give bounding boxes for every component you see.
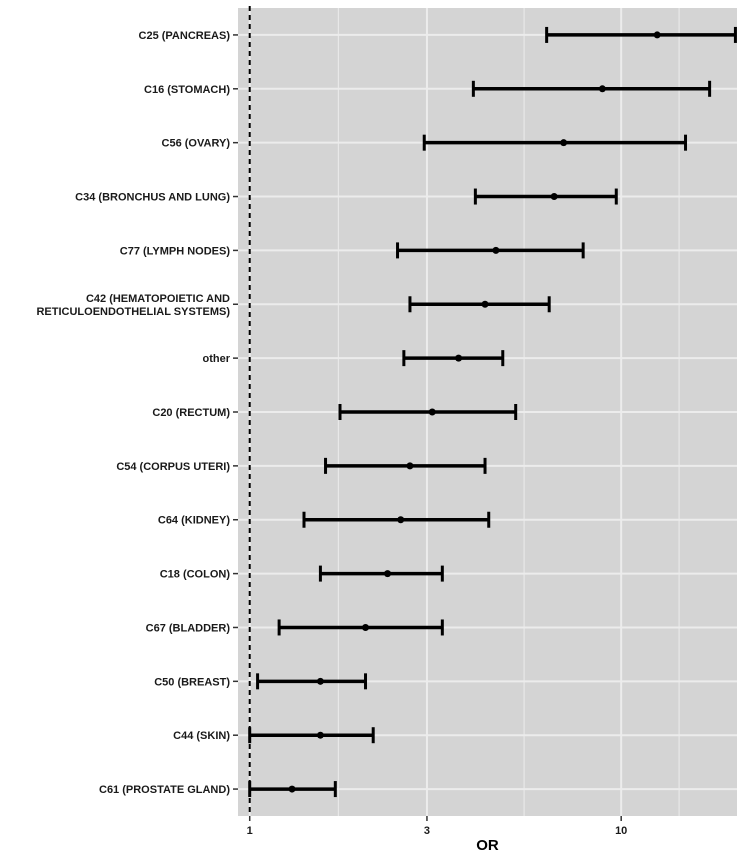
or-point xyxy=(598,85,606,93)
y-tick-label: C77 (LYMPH NODES) xyxy=(120,245,231,257)
y-tick-label: C61 (PROSTATE GLAND) xyxy=(99,784,230,796)
y-tick-label: C44 (SKIN) xyxy=(173,730,230,742)
intervals xyxy=(248,26,737,798)
y-axis-labels: C25 (PANCREAS) C16 (STOMACH) C56 (OVARY) C3… xyxy=(36,30,238,796)
interval-row xyxy=(248,727,375,744)
x-tick-label: 10 xyxy=(615,825,627,837)
interval-row xyxy=(545,26,737,43)
interval-row xyxy=(324,457,487,474)
y-tick-label: C50 (BREAST) xyxy=(154,676,230,688)
y-tick-label: C64 (KIDNEY) xyxy=(158,515,230,527)
interval-row xyxy=(422,134,688,151)
or-point xyxy=(362,623,370,631)
or-point xyxy=(288,785,296,793)
interval-row xyxy=(338,404,518,420)
or-point xyxy=(428,408,436,416)
interval-row xyxy=(471,80,712,97)
x-axis-ticks: 1 3 10 xyxy=(247,816,627,837)
or-point xyxy=(406,462,414,470)
or-point xyxy=(397,516,405,524)
or-point xyxy=(653,31,661,39)
or-point xyxy=(316,731,324,739)
or-point xyxy=(481,300,489,308)
y-tick-label: C34 (BRONCHUS AND LUNG) xyxy=(75,192,230,204)
x-tick-label: 3 xyxy=(424,825,430,837)
y-tick-label: C56 (OVARY) xyxy=(162,138,231,150)
or-point xyxy=(316,677,324,685)
y-tick-label: C54 (CORPUS UTERI) xyxy=(116,461,230,473)
interval-row xyxy=(277,619,444,636)
interval-row xyxy=(402,350,505,367)
or-point xyxy=(384,570,392,578)
x-tick-label: 1 xyxy=(247,825,253,837)
or-point xyxy=(550,193,558,201)
y-tick-label: C20 (RECTUM) xyxy=(152,407,230,419)
interval-row xyxy=(408,296,551,313)
interval-row xyxy=(256,673,368,690)
or-point xyxy=(560,139,568,147)
y-tick-label: C67 (BLADDER) xyxy=(146,622,231,634)
y-tick-label: C16 (STOMACH) xyxy=(144,84,230,96)
interval-row xyxy=(396,242,585,259)
interval-row xyxy=(302,511,491,528)
y-tick-label: other xyxy=(203,353,231,365)
x-axis-title: OR xyxy=(476,837,499,854)
y-tick-label: RETICULOENDOTHELIAL SYSTEMS) xyxy=(36,306,230,318)
interval-row xyxy=(248,781,337,798)
y-tick-label: C25 (PANCREAS) xyxy=(139,30,231,42)
interval-row xyxy=(473,188,618,205)
or-point xyxy=(455,354,463,362)
interval-row xyxy=(318,565,444,582)
y-tick-label: C18 (COLON) xyxy=(160,569,231,581)
y-tick-label: C42 (HEMATOPOIETIC AND xyxy=(86,293,230,305)
or-point xyxy=(492,246,500,254)
